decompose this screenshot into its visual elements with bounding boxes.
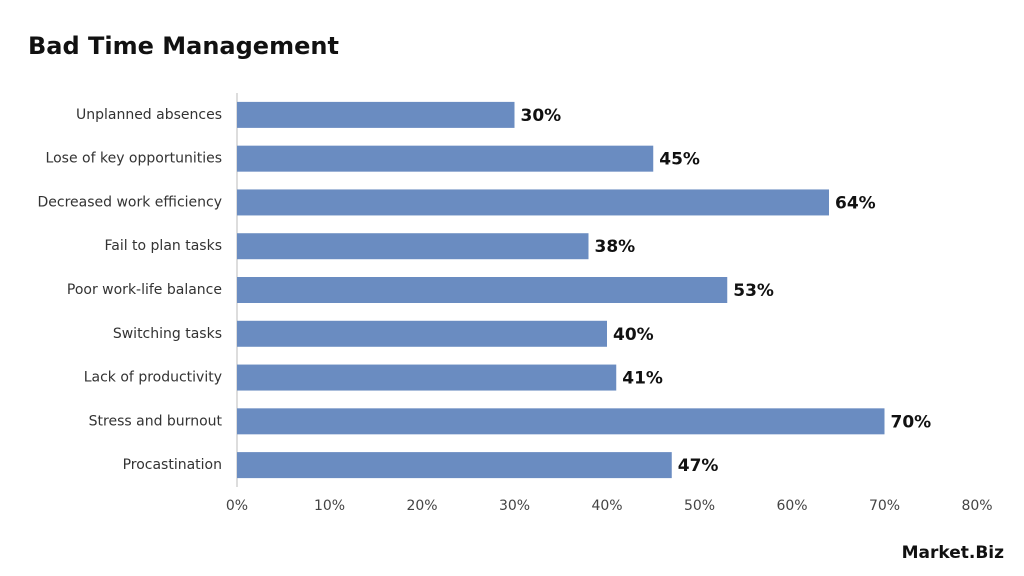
value-label: 38% (595, 237, 636, 257)
bar (237, 320, 607, 347)
value-label: 30% (521, 106, 562, 126)
bar (237, 408, 885, 435)
bar (237, 277, 728, 303)
value-label: 53% (733, 281, 774, 301)
x-tick-label: 40% (591, 498, 622, 514)
y-tick-label: Switching tasks (113, 326, 222, 342)
x-tick-label: 30% (499, 498, 530, 514)
x-tick-label: 0% (226, 498, 248, 514)
y-tick-label: Unplanned absences (76, 107, 222, 123)
y-tick-label: Decreased work efficiency (37, 194, 222, 210)
bar (237, 364, 617, 391)
logo: Market.Biz (902, 543, 1005, 563)
y-tick-label: Poor work-life balance (67, 282, 222, 298)
value-label: 47% (678, 456, 719, 476)
value-label: 41% (622, 369, 663, 389)
y-tick-label: Stress and burnout (89, 413, 223, 429)
value-label: 40% (613, 325, 654, 345)
x-tick-label: 20% (406, 498, 437, 514)
x-tick-label: 10% (314, 498, 345, 514)
bar (237, 189, 829, 216)
value-label: 45% (659, 150, 700, 170)
y-tick-label: Lose of key opportunities (46, 151, 222, 167)
bar (237, 145, 654, 172)
value-label: 64% (835, 193, 876, 213)
x-tick-label: 70% (869, 498, 900, 514)
value-label: 70% (891, 412, 932, 432)
x-tick-label: 60% (776, 498, 807, 514)
bar (237, 233, 589, 260)
x-tick-label: 50% (684, 498, 715, 514)
y-tick-label: Lack of productivity (84, 370, 222, 386)
y-tick-label: Procastination (123, 457, 222, 473)
chart-title: Bad Time Management (28, 32, 339, 60)
y-tick-label: Fail to plan tasks (104, 238, 222, 254)
bar (237, 452, 672, 479)
x-tick-label: 80% (961, 498, 992, 514)
bar (237, 101, 515, 128)
